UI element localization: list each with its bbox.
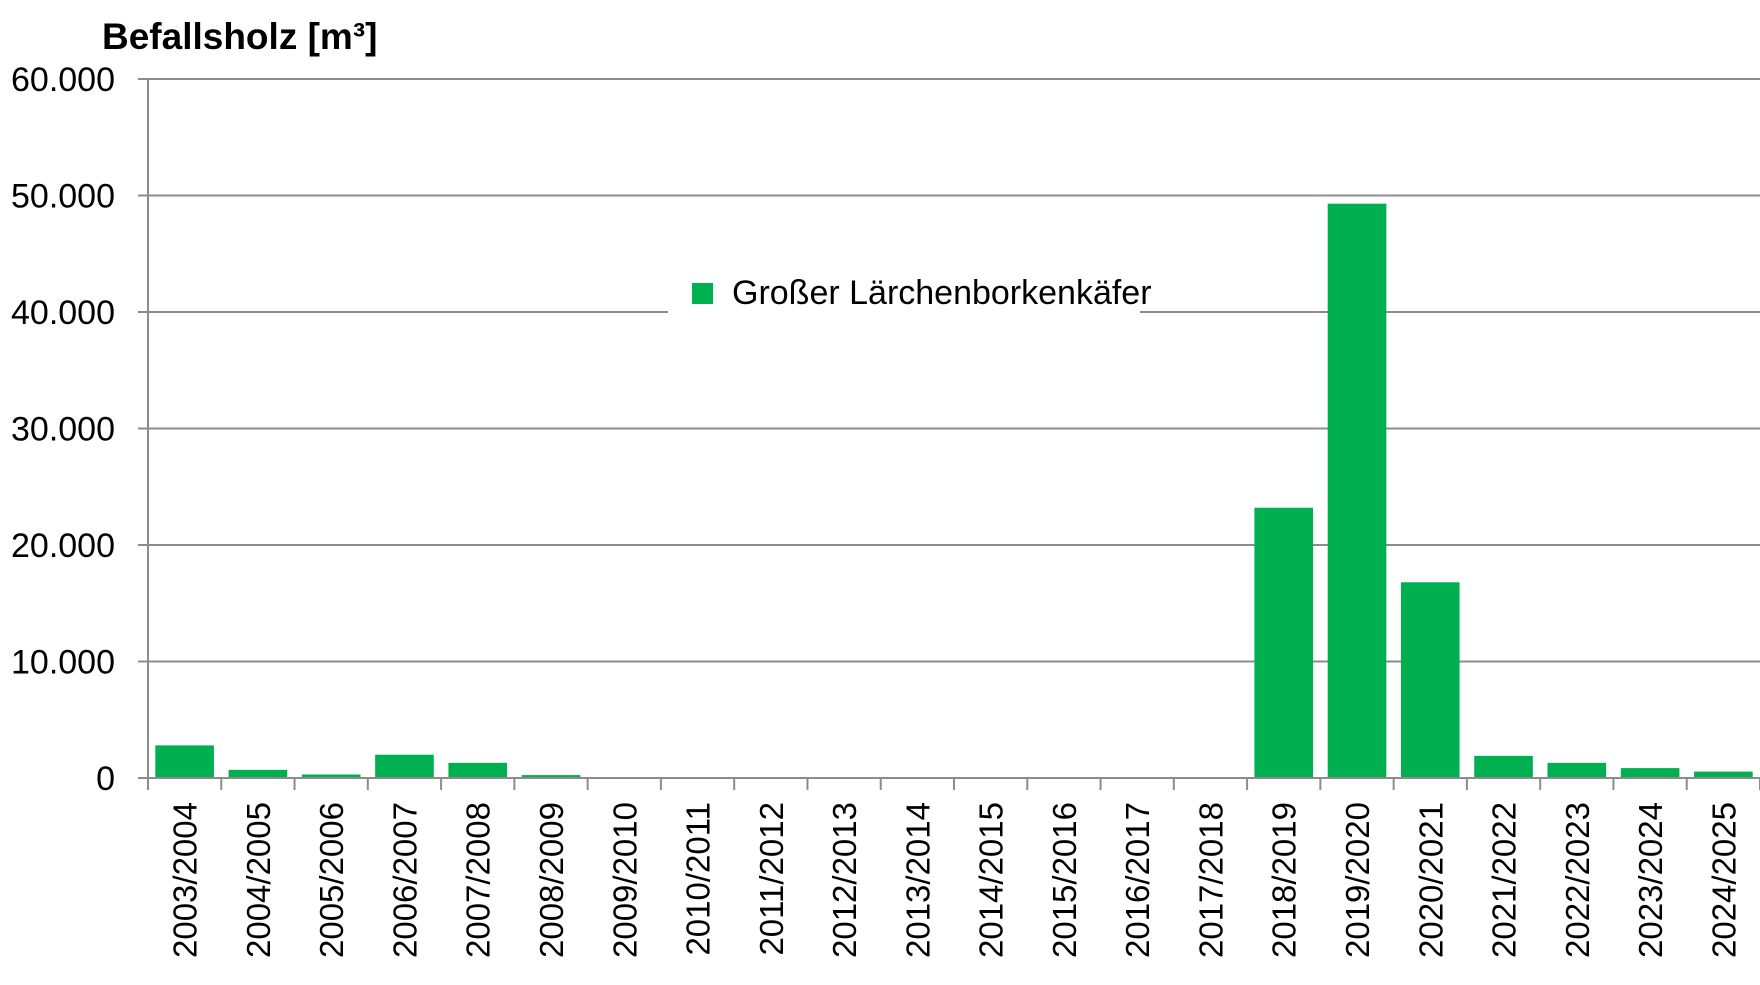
- legend-label: Großer Lärchenborkenkäfer: [732, 274, 1152, 312]
- x-tick-label: 2014/2015: [973, 802, 1010, 958]
- x-tick-label: 2016/2017: [1119, 802, 1156, 958]
- x-tick-label: 2019/2020: [1339, 802, 1376, 958]
- x-tick-label: 2005/2006: [313, 802, 350, 958]
- bar: [1474, 755, 1533, 778]
- x-tick-label: 2009/2010: [606, 802, 643, 958]
- y-tick-label: 20.000: [11, 527, 115, 565]
- bar: [301, 774, 361, 778]
- bar: [1547, 762, 1607, 778]
- bar: [228, 769, 288, 778]
- bar: [448, 762, 508, 778]
- bar: [1254, 507, 1314, 778]
- x-tick-label: 2010/2011: [680, 802, 717, 956]
- y-tick-labels: 0 10.000 20.000 30.000 40.000 50.000 60.000: [11, 61, 115, 798]
- x-tick-label: 2008/2009: [533, 802, 570, 958]
- bar: [155, 745, 214, 778]
- y-tick-label: 40.000: [11, 294, 115, 332]
- legend-swatch: [692, 283, 713, 304]
- x-tick-label: 2004/2005: [240, 802, 277, 958]
- y-tick-label: 60.000: [11, 61, 115, 99]
- y-axis-title: Befallsholz [m³]: [102, 16, 377, 57]
- x-tick-label: 2021/2022: [1486, 802, 1523, 958]
- bar: [375, 754, 434, 778]
- x-tick-label: 2012/2013: [826, 802, 863, 958]
- x-tick-label: 2015/2016: [1046, 802, 1083, 958]
- x-tick-label: 2024/2025: [1705, 802, 1742, 958]
- y-tick-label: 0: [96, 760, 115, 798]
- x-tick-label: 2020/2021: [1412, 802, 1449, 958]
- bar: [1327, 203, 1387, 778]
- x-tick-label: 2023/2024: [1632, 802, 1669, 958]
- x-tick-label: 2022/2023: [1559, 802, 1596, 958]
- x-tick-label: 2018/2019: [1266, 802, 1303, 958]
- bar: [1620, 768, 1680, 778]
- bar: [1400, 582, 1460, 778]
- x-tick-labels: 2003/2004 2004/2005 2005/2006 2006/2007 2007…: [167, 802, 1743, 958]
- x-tick-label: 2006/2007: [386, 802, 423, 958]
- legend-background: [668, 270, 1140, 322]
- y-tick-label: 10.000: [11, 644, 115, 682]
- legend: Großer Lärchenborkenkäfer: [668, 270, 1152, 322]
- y-tick-label: 50.000: [11, 178, 115, 216]
- x-tick-label: 2013/2014: [899, 802, 936, 958]
- x-tick-label: 2003/2004: [167, 802, 204, 958]
- bar: [1694, 771, 1753, 778]
- x-tick-label: 2011/2012: [753, 802, 790, 956]
- y-tick-label: 30.000: [11, 411, 115, 449]
- bars: [155, 203, 1753, 778]
- x-tick-label: 2007/2008: [460, 802, 497, 958]
- bar: [521, 775, 581, 778]
- gridlines: [138, 78, 1760, 779]
- x-tick-label: 2017/2018: [1192, 802, 1229, 958]
- axes: [147, 79, 1760, 790]
